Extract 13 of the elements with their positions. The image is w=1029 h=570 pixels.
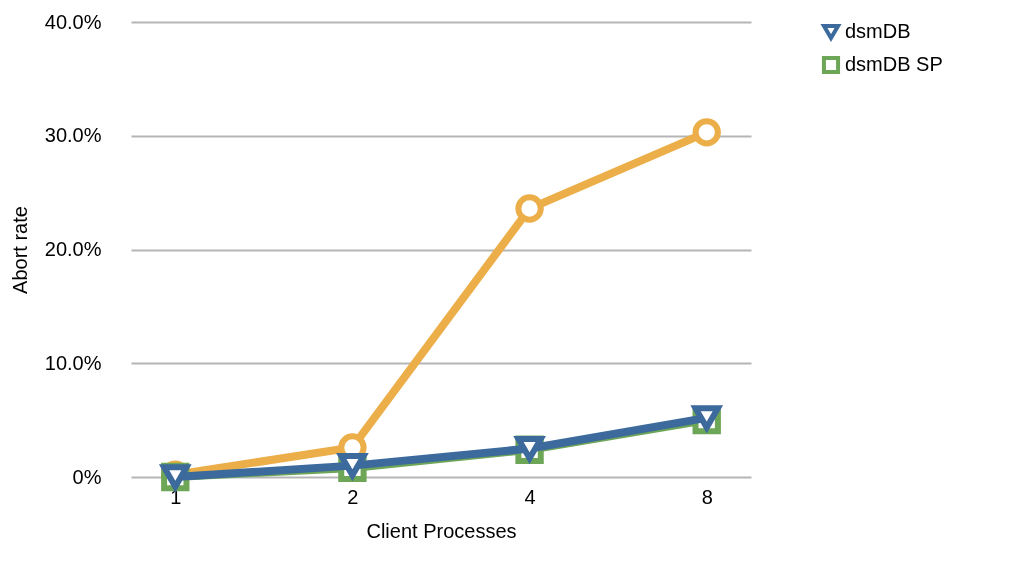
legend-label: dsmDB — [845, 20, 911, 42]
x-tick-label: 4 — [524, 485, 536, 508]
y-tick-label: 40.0% — [44, 10, 102, 33]
y-tick-label: 0% — [72, 465, 102, 488]
x-tick-label: 2 — [347, 485, 359, 508]
legend-label: dsmDB SP — [845, 53, 943, 75]
y-tick-label: 30.0% — [44, 124, 102, 147]
x-axis-title: Client Processes — [366, 519, 517, 542]
y-tick-label: 20.0% — [44, 238, 102, 260]
x-tick-label: 8 — [701, 485, 713, 508]
y-axis-title: Abort rate — [8, 206, 31, 294]
x-tick-label: 1 — [170, 485, 182, 508]
y-tick-label: 10.0% — [44, 351, 102, 374]
